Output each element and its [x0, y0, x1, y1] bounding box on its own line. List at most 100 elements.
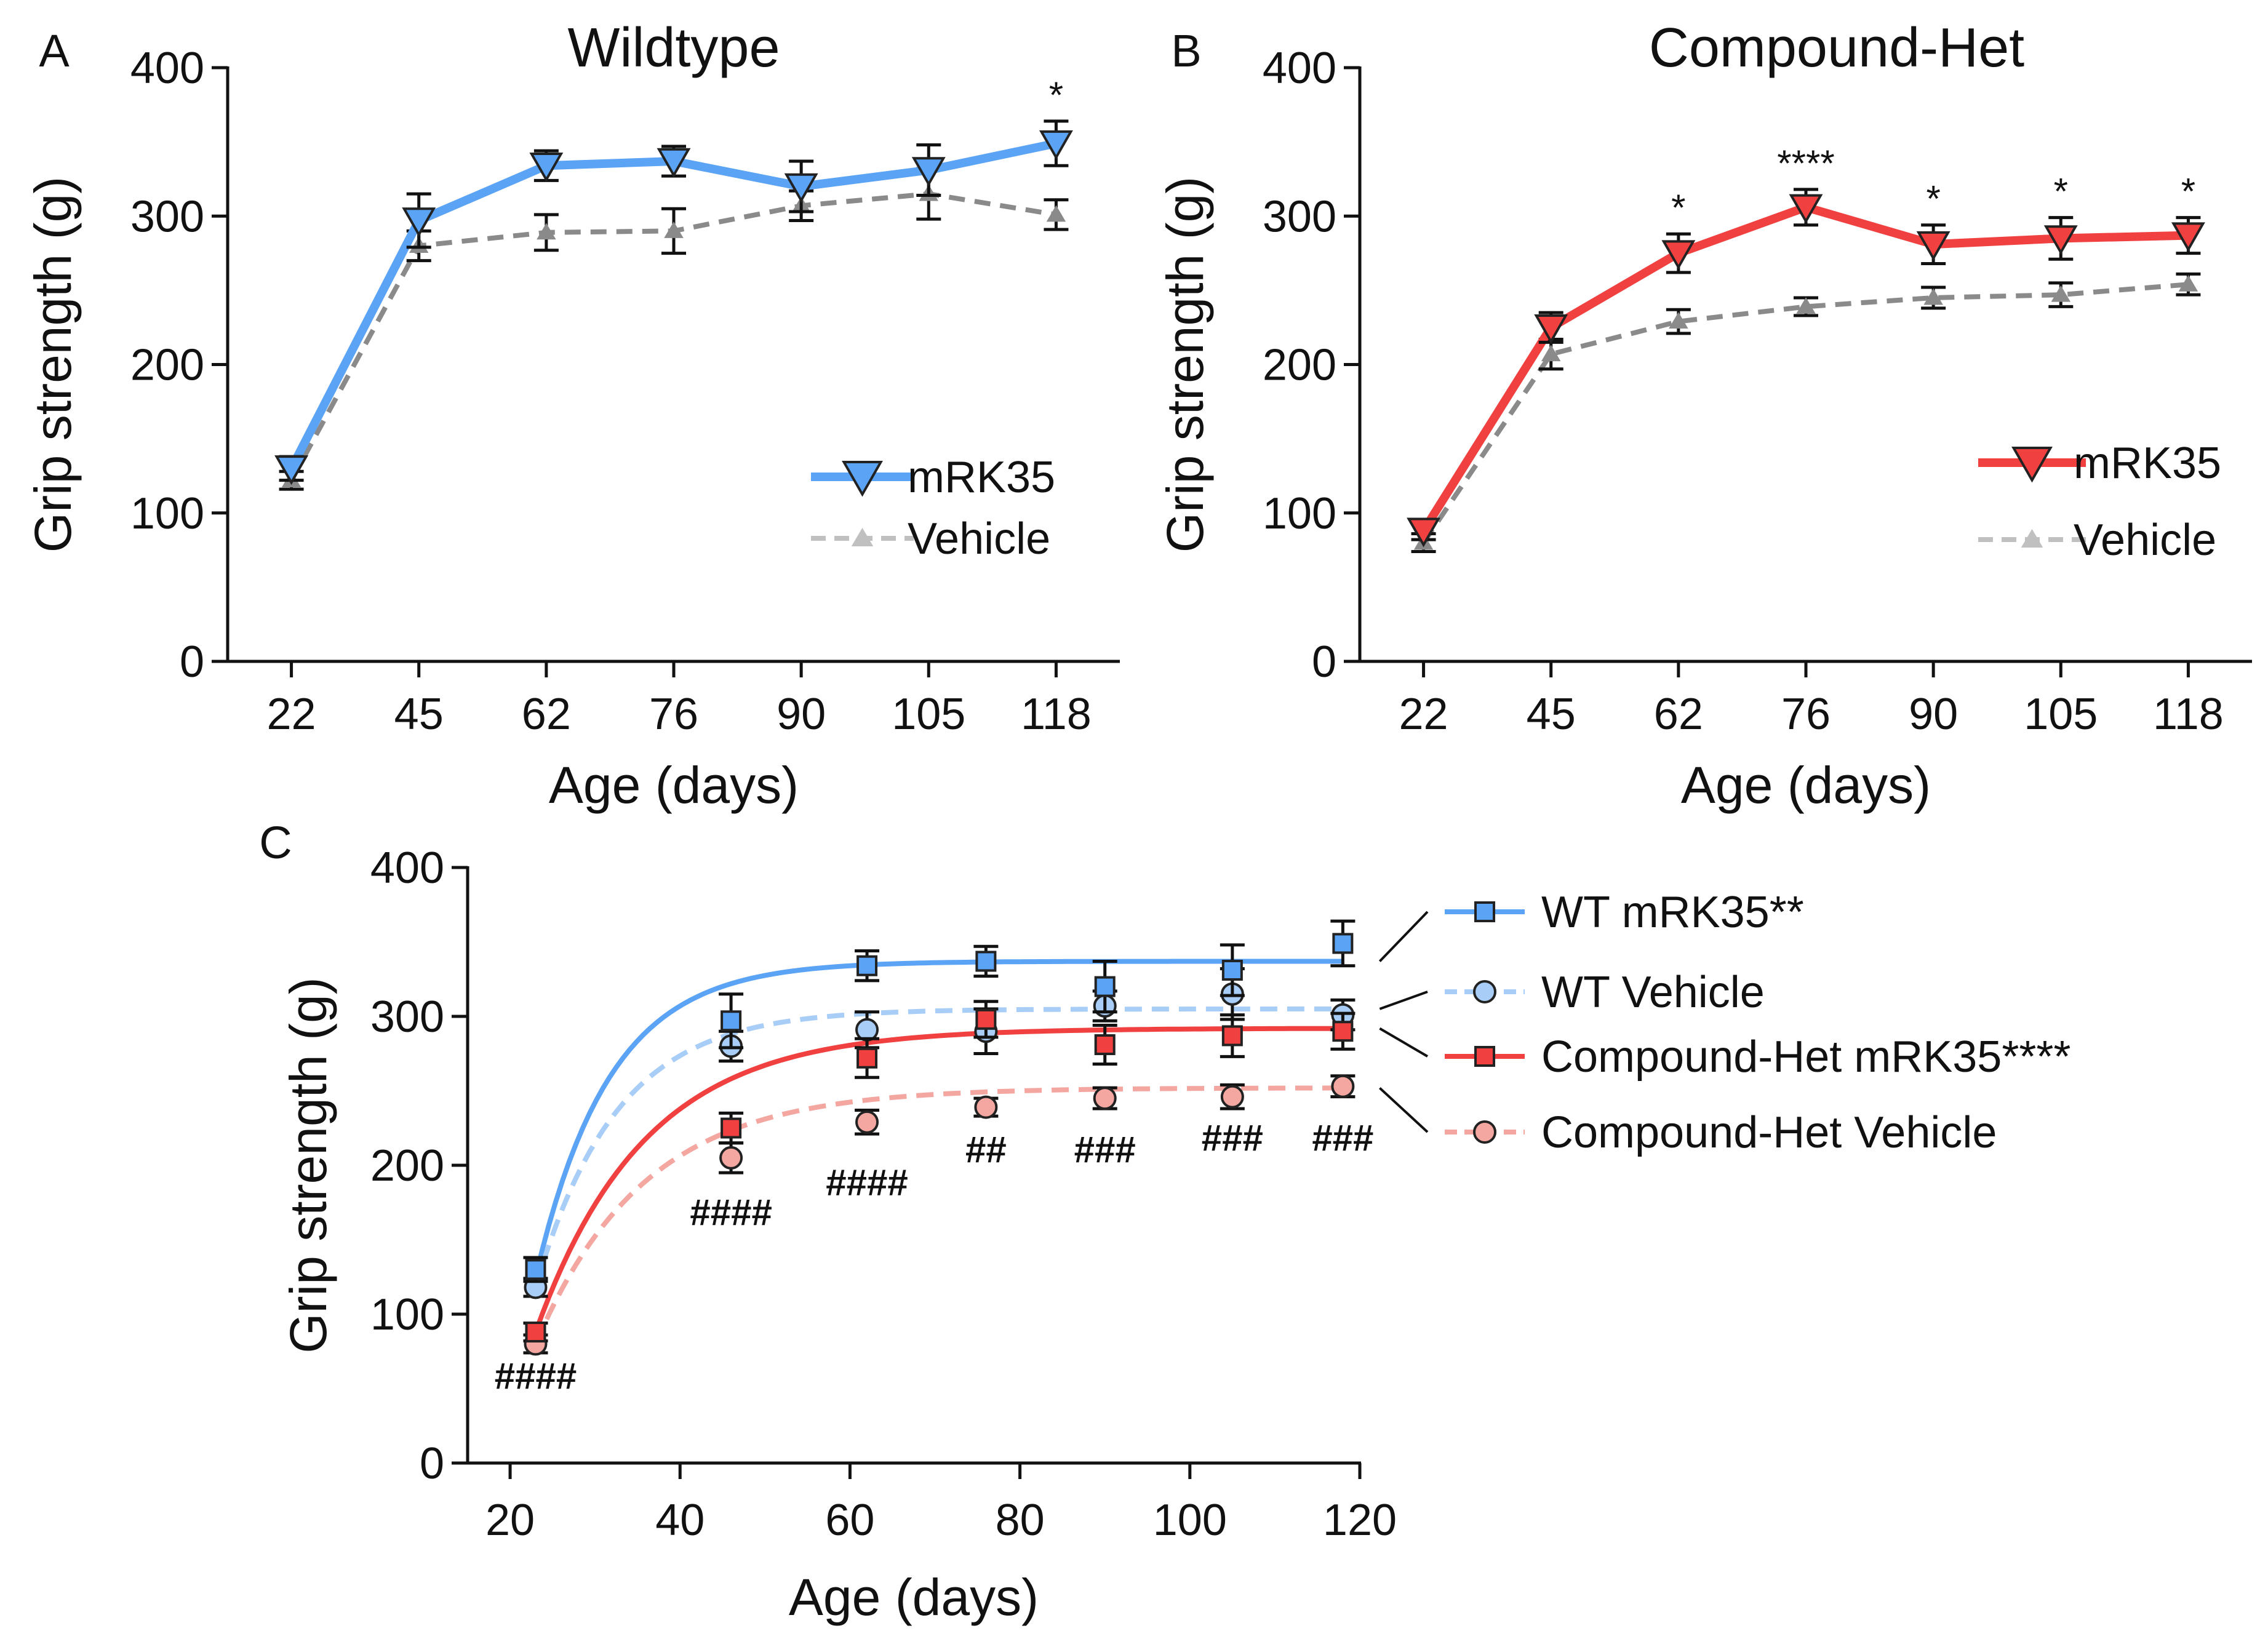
- panel-b-compound-het: B Compound-Het 0 100 200 300 400 Grip strength …: [1156, 17, 2252, 814]
- panel-b-significance-label: *: [2181, 171, 2195, 212]
- panel-c-x-tick-label: 120: [1323, 1496, 1397, 1545]
- panel-b-x-tick-label: 90: [1909, 690, 1958, 739]
- panel-c-point-wt-mrk35: [856, 955, 878, 976]
- panel-c-legend-connector-wt-vehicle: [1379, 991, 1428, 1010]
- panel-c-series-compound-het-vehicle: [523, 1074, 1356, 1356]
- panel-c-fit-curve-compound-het-vehicle: [533, 1085, 1343, 1346]
- panel-c-legend-label-wt-mrk35: WT mRK35**: [1541, 888, 1804, 937]
- panel-c-hash-label: ####: [826, 1162, 908, 1203]
- panel-b-x-tick-label: 76: [1781, 690, 1831, 739]
- panel-b-x-tick-label: 22: [1399, 690, 1448, 739]
- panel-a-y-tick-label: 200: [130, 341, 204, 390]
- panel-c-legend-label-wt-vehicle: WT Vehicle: [1541, 968, 1765, 1017]
- panel-c-x-tick-label: 80: [996, 1496, 1045, 1545]
- panel-c-hash-label: ####: [690, 1192, 772, 1233]
- panel-b-y-tick-label: 300: [1263, 192, 1336, 241]
- panel-b-point-mrk35: [2043, 225, 2078, 255]
- panel-c-point-wt-mrk35: [525, 1259, 546, 1280]
- panel-a-series-mrk35: [274, 119, 1073, 485]
- panel-c-hash-label: ####: [495, 1355, 577, 1397]
- panel-b-point-mrk35: [1534, 314, 1568, 345]
- panel-c-legend-label-compound-het-vehicle: Compound-Het Vehicle: [1541, 1108, 1997, 1157]
- panel-c-point-compound-het-mrk35: [525, 1322, 546, 1343]
- panel-b-point-mrk35: [2171, 222, 2205, 252]
- panel-b-point-vehicle: [1796, 297, 1816, 314]
- panel-c-point-compound-het-vehicle: [974, 1095, 998, 1119]
- panel-b-title: Compound-Het: [1649, 17, 2024, 79]
- panel-a-point-vehicle: [1046, 205, 1066, 222]
- panel-b-point-vehicle: [2178, 274, 2198, 292]
- panel-c-hash-label: ##: [965, 1129, 1007, 1170]
- panel-c-point-compound-het-mrk35: [1221, 1025, 1243, 1047]
- panel-c-legend-marker-wt-mrk35: [1474, 901, 1495, 922]
- panel-a-point-mrk35: [1039, 130, 1073, 160]
- panel-c-x-tick-label: 20: [485, 1496, 535, 1545]
- panel-c-hash-label: ###: [1202, 1117, 1263, 1158]
- panel-b-series-mrk35: [1407, 188, 2205, 548]
- panel-b-point-mrk35: [1407, 517, 1441, 548]
- panel-a-point-mrk35: [911, 157, 946, 187]
- panel-c-y-tick-label: 100: [370, 1290, 444, 1339]
- panel-b-point-vehicle: [2051, 285, 2071, 302]
- panel-c-legend-item-wt-vehicle: WT Vehicle: [1379, 968, 1765, 1017]
- panel-c-legend-connector-compound-het-mrk35: [1379, 1027, 1429, 1058]
- panel-a-point-mrk35: [529, 153, 564, 183]
- panel-a-point-mrk35: [274, 455, 309, 485]
- panel-c-x-tick-label: 40: [655, 1496, 705, 1545]
- panel-a-legend-marker-vehicle: [851, 527, 874, 546]
- panel-a-y-tick-label: 400: [130, 44, 204, 93]
- panel-c-x-tick-label: 60: [825, 1496, 874, 1545]
- panel-c-point-compound-het-vehicle: [1093, 1087, 1117, 1111]
- panel-a-legend-label-vehicle: Vehicle: [908, 514, 1050, 564]
- panel-a-x-tick-label: 45: [394, 690, 444, 739]
- panel-c-point-compound-het-vehicle: [855, 1110, 879, 1134]
- panel-a-x-tick-label: 76: [649, 690, 698, 739]
- panel-c-series-compound-het-mrk35: [523, 1000, 1356, 1343]
- panel-b-y-tick-label: 100: [1263, 489, 1336, 538]
- panel-c-hash-label: ###: [1312, 1117, 1373, 1158]
- panel-b-significance-label: ****: [1777, 143, 1834, 184]
- panel-c-y-tick-label: 300: [370, 992, 444, 1042]
- panel-a-legend-item-vehicle: Vehicle: [811, 514, 1050, 564]
- panel-a-point-mrk35: [784, 173, 818, 203]
- panel-b-point-mrk35: [1916, 231, 1951, 261]
- panel-a-significance-label: *: [1049, 74, 1063, 116]
- panel-c-legend-marker-compound-het-vehicle: [1473, 1120, 1496, 1144]
- panel-a-wildtype: A Wildtype 0 100 200 300 400 Grip strength (g) 2…: [24, 17, 1120, 814]
- panel-c-point-compound-het-mrk35: [975, 1008, 997, 1030]
- panel-b-point-mrk35: [1661, 240, 1696, 270]
- panel-c-y-tick-label: 400: [370, 843, 444, 893]
- panel-c-point-wt-vehicle: [855, 1018, 879, 1042]
- panel-c-combined-fit: C 0 100 200 300 400 Grip strength (g) 20 40 60 80 1…: [259, 817, 2070, 1626]
- panel-b-y-tick-label: 200: [1263, 341, 1336, 390]
- panel-a-legend-label-mrk35: mRK35: [908, 453, 1055, 502]
- panel-a-legend-item-mrk35: mRK35: [811, 453, 1055, 502]
- panel-b-x-tick-label: 62: [1654, 690, 1703, 739]
- panel-c-point-compound-het-mrk35: [1332, 1021, 1354, 1042]
- panel-b-y-tick-label: 400: [1263, 44, 1336, 93]
- panel-a-y-tick-label: 0: [180, 637, 204, 687]
- panel-c-hash-label: ###: [1074, 1129, 1136, 1170]
- panel-b-y-tick-label: 0: [1312, 637, 1336, 687]
- panel-c-point-compound-het-mrk35: [1094, 1034, 1116, 1055]
- panel-b-legend-item-vehicle: Vehicle: [1978, 516, 2216, 565]
- panel-b-legend-marker-mrk35: [2011, 447, 2053, 483]
- panel-c-legend-connector-compound-het-vehicle: [1379, 1087, 1429, 1133]
- panel-a-letter: A: [39, 25, 70, 76]
- panel-b-point-vehicle: [1669, 312, 1688, 329]
- panel-b-series-vehicle: [1411, 272, 2201, 553]
- panel-c-point-compound-het-mrk35: [856, 1047, 878, 1069]
- panel-b-significance-label: *: [2054, 171, 2068, 212]
- panel-a-series-vehicle: [279, 167, 1069, 491]
- panel-c-y-tick-label: 200: [370, 1141, 444, 1190]
- panel-a-point-vehicle: [664, 221, 684, 238]
- panel-a-x-tick-label: 90: [777, 690, 826, 739]
- panel-a-x-axis-title: Age (days): [549, 756, 799, 814]
- panel-b-significance-label: *: [1671, 187, 1685, 228]
- panel-a-y-tick-label: 300: [130, 192, 204, 241]
- panel-b-x-tick-label: 45: [1527, 690, 1576, 739]
- panel-b-point-vehicle: [1923, 288, 1943, 305]
- panel-c-x-tick-label: 100: [1153, 1496, 1227, 1545]
- panel-c-point-compound-het-mrk35: [721, 1117, 742, 1139]
